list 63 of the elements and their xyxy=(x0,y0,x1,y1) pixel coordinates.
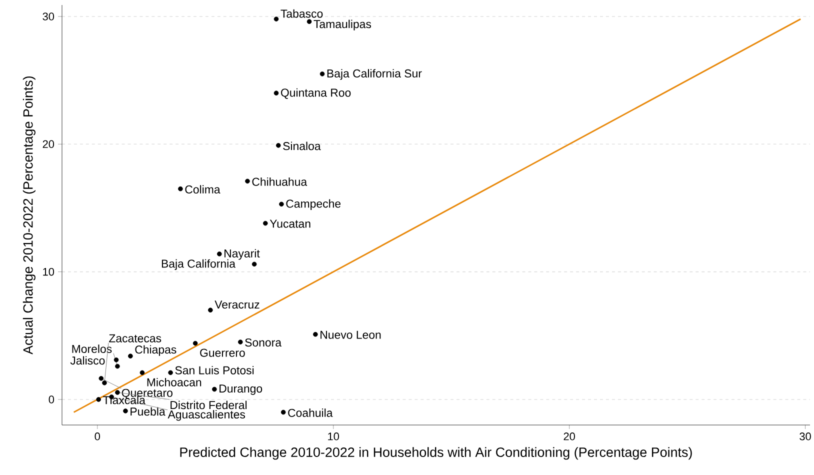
annotation: Colima xyxy=(185,185,220,194)
point xyxy=(168,370,173,376)
y-tick-label: 30 xyxy=(42,12,54,20)
annotation: Baja California xyxy=(162,259,236,270)
point xyxy=(245,178,250,184)
point xyxy=(102,380,107,386)
point xyxy=(276,143,281,148)
point xyxy=(252,262,257,267)
annotation: Sinaloa xyxy=(283,142,321,150)
annotation: Durango xyxy=(220,384,262,395)
point xyxy=(114,357,119,362)
y-tick-label: 0 xyxy=(48,396,54,404)
point xyxy=(96,397,101,402)
point xyxy=(306,19,312,24)
y-tick-label: 10 xyxy=(43,268,54,276)
point xyxy=(115,390,120,395)
annotation: Michoacan xyxy=(147,378,202,386)
annotation: Chihuahua xyxy=(252,177,308,186)
point xyxy=(238,340,243,344)
annotation: Yucatan xyxy=(270,220,310,228)
annotation: Veracruz xyxy=(214,300,260,309)
annotation: Guerrero xyxy=(200,348,245,357)
annotation: Tamaulipas xyxy=(314,20,372,30)
annotation: Zacatecas xyxy=(109,334,162,342)
x-tick-label: 30 xyxy=(800,432,811,440)
point xyxy=(140,370,145,376)
point xyxy=(263,220,268,226)
annotation: San Luis Potosi xyxy=(175,366,254,374)
annotation: Distrito Federal xyxy=(170,400,247,410)
annotation: Coahuila xyxy=(288,408,333,417)
point xyxy=(123,408,128,414)
x-tick-label: 0 xyxy=(94,432,100,440)
point xyxy=(274,16,279,22)
point xyxy=(208,308,213,313)
point xyxy=(274,90,279,96)
annotation: Tabasco xyxy=(280,9,323,18)
annotation: Nuevo Leon xyxy=(320,330,381,339)
x-tick-label: 10 xyxy=(328,432,340,440)
annotation: Sonora xyxy=(245,338,282,347)
annotation: Morelos xyxy=(72,344,112,353)
point xyxy=(280,410,286,415)
point xyxy=(98,376,104,381)
x-axis-title: Predicted Change 2010-2022 in Households with Air Conditioning (Percentage Points) xyxy=(180,447,692,460)
annotation: Jalisco xyxy=(70,356,105,365)
x-tick-label: 20 xyxy=(564,432,575,440)
annotation: Aguascalientes xyxy=(168,410,246,421)
point xyxy=(279,202,284,207)
point xyxy=(128,354,133,358)
annotation: Campeche xyxy=(286,199,341,210)
y-tick-label: 20 xyxy=(42,140,54,148)
point xyxy=(212,386,217,392)
point xyxy=(178,186,183,192)
annotation: Puebla xyxy=(130,407,166,416)
annotation: Quintana Roo xyxy=(281,88,351,99)
point xyxy=(313,332,318,337)
annotation: Chiapas xyxy=(135,345,176,356)
point xyxy=(216,252,222,256)
annotation: Baja California Sur xyxy=(327,69,422,80)
annotation: Nayarit xyxy=(224,249,260,260)
point xyxy=(320,72,325,76)
y-axis-title: Actual Change 2010-2022 (Percentage Points) xyxy=(22,76,36,354)
point xyxy=(192,340,198,346)
point xyxy=(115,364,120,369)
